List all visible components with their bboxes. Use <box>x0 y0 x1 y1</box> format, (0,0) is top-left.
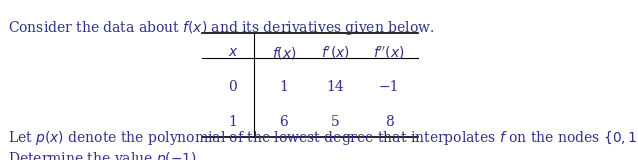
Text: 6: 6 <box>279 115 288 129</box>
Text: $f''(x)$: $f''(x)$ <box>373 45 405 61</box>
Text: 1: 1 <box>279 80 288 94</box>
Text: −1: −1 <box>379 80 399 94</box>
Text: 5: 5 <box>330 115 339 129</box>
Text: $f'(x)$: $f'(x)$ <box>320 45 350 61</box>
Text: 0: 0 <box>228 80 237 94</box>
Text: 1: 1 <box>228 115 237 129</box>
Text: 8: 8 <box>385 115 394 129</box>
Text: $x$: $x$ <box>228 45 238 59</box>
Text: $f(x)$: $f(x)$ <box>272 45 296 61</box>
Text: Consider the data about $f(x)$ and its derivatives given below.: Consider the data about $f(x)$ and its d… <box>8 19 434 37</box>
Text: Determine the value $p(-1)$.: Determine the value $p(-1)$. <box>8 150 201 160</box>
Text: 14: 14 <box>326 80 344 94</box>
Text: Let $p(x)$ denote the polynomial of the lowest degree that interpolates $f$ on t: Let $p(x)$ denote the polynomial of the … <box>8 129 638 147</box>
